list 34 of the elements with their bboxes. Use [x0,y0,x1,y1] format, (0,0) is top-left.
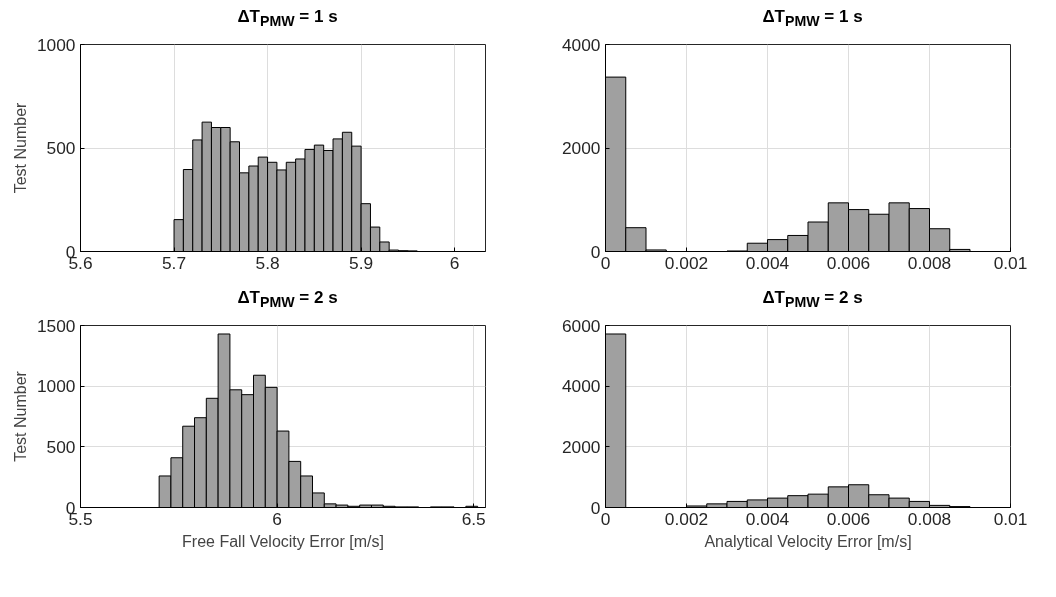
y-tick-label: 4000 [561,34,601,55]
x-tick-label: 0.004 [745,252,790,273]
x-tick-label: 0.01 [993,508,1028,529]
y-tick-label: 2000 [561,436,601,457]
y-axis-title: Test Number [11,101,29,194]
y-tick-label: 2000 [561,138,601,158]
x-tick-label: 0.002 [664,252,709,273]
x-tick-label: 0.004 [745,508,790,529]
y-tick-label: 500 [46,138,76,158]
x-axis-title: Analytical Velocity Error [m/s] [704,532,912,550]
chart-title: ΔT$_{PMW}$ = 1 s [236,6,339,32]
x-tick-label: 6 [449,252,460,273]
chart-title: ΔT$_{PMW}$ = 1 s [761,6,864,32]
x-tick-label: 0.006 [826,508,871,529]
x-tick-label: 5.7 [161,252,187,273]
chart-title: ΔT$_{PMW}$ = 2 s [761,287,864,313]
x-tick-label: 5.9 [349,252,374,273]
y-tick-label: 1500 [36,315,76,336]
x-tick-label: 6.5 [461,508,486,529]
y-tick-label: 6000 [561,315,601,336]
x-tick-label: 0.002 [664,508,709,529]
y-tick-label: 1000 [36,376,76,397]
y-tick-label: 500 [46,436,76,457]
x-tick-label: 0.006 [826,252,871,273]
x-tick-label: 0.008 [907,252,952,273]
x-tick-label: 0.01 [993,252,1028,273]
y-tick-label: 4000 [561,376,601,397]
x-tick-label: 6 [272,508,282,529]
x-tick-label: 5.8 [255,252,280,273]
x-axis-title: Free Fall Velocity Error [m/s] [182,532,384,550]
x-tick-label: 0.008 [907,508,952,529]
y-tick-label: 1000 [36,34,76,55]
y-axis-title: Test Number [11,370,29,462]
chart-title: ΔT$_{PMW}$ = 2 s [236,287,339,313]
